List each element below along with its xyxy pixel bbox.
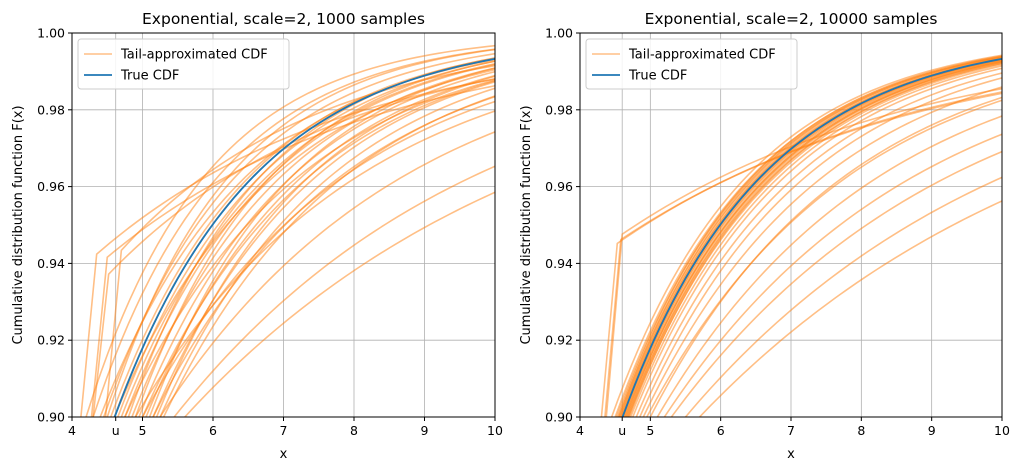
y-tick-label: 0.96: [545, 179, 573, 194]
y-tick-label: 0.98: [545, 102, 573, 117]
tail-curve: [120, 62, 495, 417]
tail-curve: [617, 55, 1002, 417]
x-tick-label: u: [618, 423, 626, 438]
tail-curve: [124, 79, 495, 417]
tail-curve: [649, 96, 1002, 417]
tail-curves: [600, 54, 1002, 417]
tail-curve: [134, 110, 495, 417]
tail-curve-jump: [604, 92, 1002, 417]
tail-curve: [159, 87, 495, 417]
tail-curve: [624, 60, 1002, 417]
x-tick-label: 8: [857, 423, 865, 438]
tail-curve: [623, 59, 1002, 417]
legend-label: True CDF: [120, 69, 179, 84]
x-tick-label: 6: [209, 423, 217, 438]
tail-curve: [141, 80, 495, 417]
tail-curve-jump: [90, 84, 495, 417]
x-tick-label: 7: [787, 423, 795, 438]
y-tick-label: 0.98: [37, 102, 65, 117]
legend: Tail-approximated CDF True CDF: [77, 38, 290, 90]
tail-curve-jump: [80, 78, 495, 417]
y-axis: 0.90 0.92 0.94 0.96 0.98 1.00: [37, 26, 72, 425]
tail-curve: [629, 65, 1002, 417]
tail-curve-jump: [92, 78, 495, 417]
tail-curve: [684, 176, 1002, 417]
y-axis-label: Cumulative distribution function F(x): [519, 105, 534, 344]
x-axis-label: x: [787, 447, 795, 462]
tail-curve: [141, 100, 495, 417]
y-tick-label: 0.96: [37, 179, 65, 194]
y-tick-label: 0.92: [545, 333, 573, 348]
x-tick-label: 5: [646, 423, 654, 438]
tail-curve: [626, 62, 1002, 417]
chart-title: Exponential, scale=2, 1000 samples: [142, 10, 425, 28]
tail-curve: [642, 86, 1002, 417]
x-tick-label: 5: [139, 423, 147, 438]
tail-curve: [92, 48, 495, 417]
legend-box: [77, 38, 290, 90]
y-tick-label: 0.94: [37, 256, 65, 271]
x-axis-label: x: [280, 447, 288, 462]
tail-curve: [698, 200, 1002, 417]
x-tick-label: u: [112, 423, 120, 438]
tail-curve: [113, 68, 495, 417]
tail-curve-jump: [104, 64, 495, 417]
legend-label: Tail-approximated CDF: [120, 48, 268, 63]
x-axis: 4 u 5 6 7 8 9 10: [68, 417, 503, 438]
y-tick-label: 0.92: [37, 333, 65, 348]
true-cdf-line: [621, 57, 1002, 417]
legend-label: True CDF: [628, 69, 687, 84]
x-tick-label: 10: [487, 423, 503, 438]
legend-label: Tail-approximated CDF: [628, 48, 776, 63]
tail-curve: [631, 67, 1002, 417]
x-tick-label: 6: [717, 423, 725, 438]
x-tick-label: 9: [928, 423, 936, 438]
chart-title: Exponential, scale=2, 10000 samples: [645, 10, 938, 28]
chart-panel-2: 4 u 5 6 7 8 9 10 0.90 0.92 0.94 0.96 0.98 1.00 Exponen…: [519, 10, 1010, 462]
tail-curve: [152, 95, 495, 417]
y-tick-label: 1.00: [545, 26, 573, 41]
tail-curves: [80, 44, 495, 417]
x-tick-label: 4: [68, 423, 76, 438]
legend: Tail-approximated CDF True CDF: [585, 38, 798, 90]
tail-curve: [173, 165, 495, 417]
x-axis: 4 u 5 6 7 8 9 10: [576, 417, 1010, 438]
tail-curve: [663, 133, 1002, 417]
tail-curve: [635, 72, 1002, 417]
tail-curve: [617, 57, 1002, 417]
tail-curve-jump: [605, 87, 1002, 417]
tail-curve: [159, 131, 495, 417]
tail-curve: [610, 54, 1002, 417]
tail-curve: [670, 150, 1002, 417]
y-tick-label: 0.90: [37, 410, 65, 425]
tail-curve: [183, 191, 495, 417]
chart-panel-1: 4 u 5 6 7 8 9 10 0.90 0.92 0.94 0.96 0.98 1.00 Exponen…: [11, 10, 503, 462]
tail-curve: [638, 77, 1002, 417]
y-tick-label: 0.90: [545, 410, 573, 425]
tail-curve: [656, 115, 1002, 417]
tail-curve: [645, 99, 1002, 417]
tail-curve: [85, 44, 495, 417]
true-cdf-line: [113, 57, 495, 417]
legend-box: [585, 38, 798, 90]
tail-curve: [628, 62, 1002, 417]
x-tick-label: 8: [350, 423, 358, 438]
y-tick-label: 1.00: [37, 26, 65, 41]
y-axis: 0.90 0.92 0.94 0.96 0.98 1.00: [545, 26, 580, 425]
y-axis-label: Cumulative distribution function F(x): [11, 105, 26, 344]
x-tick-label: 7: [280, 423, 288, 438]
x-tick-label: 10: [994, 423, 1010, 438]
tail-curve: [152, 80, 495, 417]
tail-curve: [618, 56, 1002, 417]
x-tick-label: 4: [576, 423, 584, 438]
x-tick-label: 9: [421, 423, 429, 438]
y-tick-label: 0.94: [545, 256, 573, 271]
tail-curve: [124, 63, 495, 417]
tail-curve: [627, 63, 1002, 417]
tail-curve: [106, 48, 495, 417]
